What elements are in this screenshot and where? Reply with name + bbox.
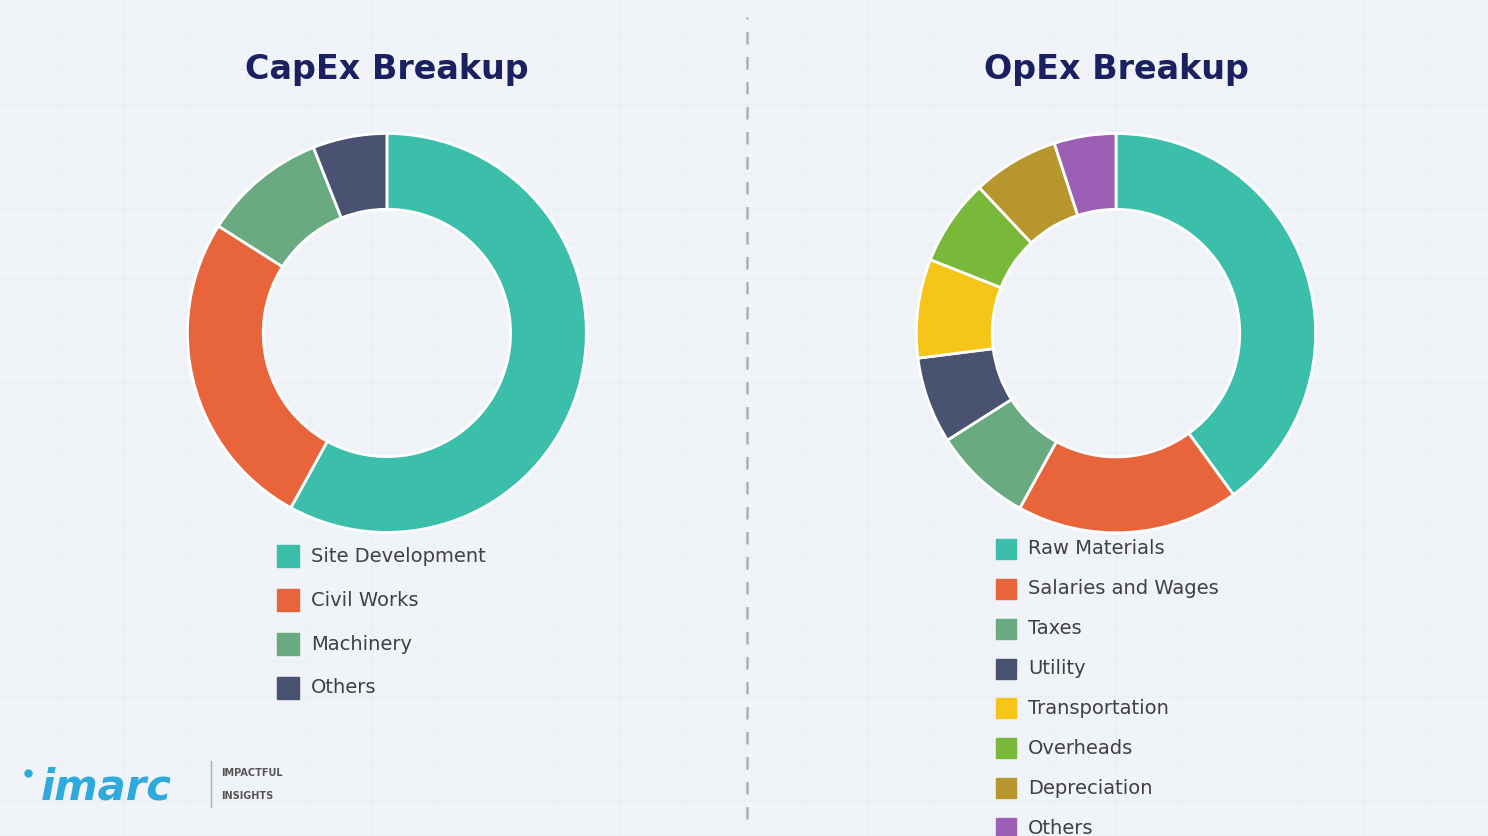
Bar: [277, 545, 299, 568]
Wedge shape: [290, 134, 586, 533]
Wedge shape: [1055, 134, 1116, 216]
Text: Site Development: Site Development: [311, 547, 487, 566]
Bar: [995, 538, 1016, 558]
Text: Others: Others: [311, 679, 376, 697]
Wedge shape: [1019, 433, 1234, 533]
Text: INSIGHTS: INSIGHTS: [222, 791, 274, 801]
Text: CapEx Breakup: CapEx Breakup: [246, 54, 528, 86]
Text: Machinery: Machinery: [311, 635, 412, 654]
Bar: [995, 579, 1016, 599]
Text: Taxes: Taxes: [1028, 619, 1082, 638]
Text: OpEx Breakup: OpEx Breakup: [984, 54, 1248, 86]
Text: Others: Others: [1028, 818, 1094, 836]
Text: Overheads: Overheads: [1028, 739, 1134, 758]
Bar: [277, 633, 299, 655]
Text: Civil Works: Civil Works: [311, 591, 418, 609]
Text: Salaries and Wages: Salaries and Wages: [1028, 579, 1219, 599]
Bar: [277, 677, 299, 699]
Wedge shape: [979, 143, 1077, 243]
Bar: [995, 818, 1016, 836]
Bar: [995, 699, 1016, 718]
Wedge shape: [187, 226, 327, 507]
Bar: [995, 738, 1016, 758]
Text: IMPACTFUL: IMPACTFUL: [222, 768, 283, 778]
Text: imarc: imarc: [42, 767, 173, 808]
Wedge shape: [314, 134, 387, 218]
Wedge shape: [1116, 134, 1315, 495]
Bar: [995, 778, 1016, 798]
Wedge shape: [917, 260, 1001, 358]
Text: Utility: Utility: [1028, 659, 1086, 678]
Wedge shape: [930, 187, 1031, 288]
Bar: [995, 659, 1016, 679]
Wedge shape: [219, 147, 341, 267]
Bar: [277, 589, 299, 611]
Bar: [995, 619, 1016, 639]
Text: Depreciation: Depreciation: [1028, 779, 1153, 798]
Wedge shape: [948, 400, 1056, 508]
Text: Transportation: Transportation: [1028, 699, 1170, 718]
Text: Raw Materials: Raw Materials: [1028, 539, 1165, 558]
Wedge shape: [918, 349, 1012, 440]
